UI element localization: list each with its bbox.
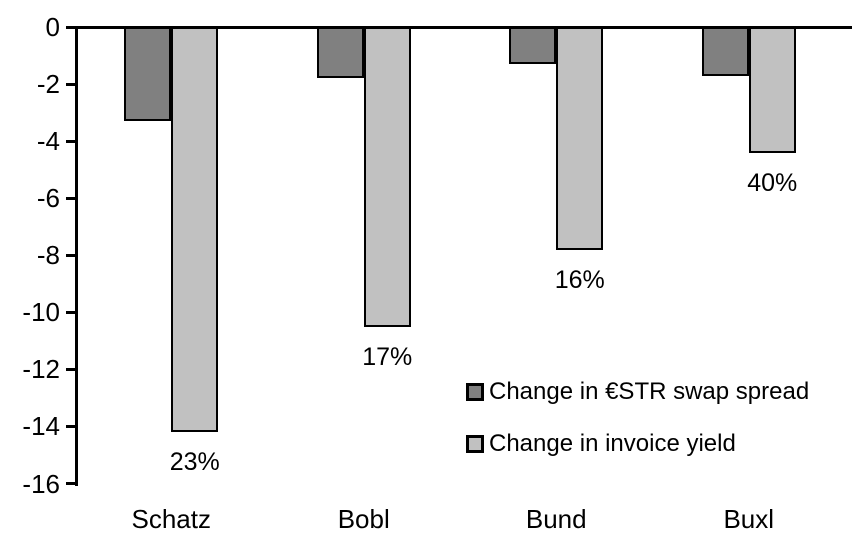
legend-swatch-swap-spread <box>466 383 484 401</box>
y-tick <box>66 482 75 485</box>
bar-buxl-swap-spread <box>701 27 749 76</box>
y-tick-label: -8 <box>36 240 60 271</box>
bar-bund-swap-spread <box>509 27 557 64</box>
x-category-label-bobl: Bobl <box>337 504 390 534</box>
y-tick <box>66 253 75 257</box>
y-tick-label: 0 <box>45 12 60 42</box>
bar-bobl-swap-spread <box>316 27 364 78</box>
bar-schatz-swap-spread <box>124 27 172 121</box>
y-tick-label: -16 <box>22 468 60 499</box>
bar-bobl-invoice-yield <box>363 27 411 327</box>
y-tick <box>66 196 75 200</box>
y-tick-label: -2 <box>36 69 60 100</box>
legend-label-swap-spread: Change in €STR swap spread <box>489 378 810 405</box>
bar-percentage-label: 16% <box>554 265 605 294</box>
bar-bund-invoice-yield <box>556 27 604 250</box>
bar-percentage-label: 17% <box>362 342 413 371</box>
y-axis-line <box>75 26 78 486</box>
x-category-label-buxl: Buxl <box>723 504 775 534</box>
y-tick-label: -14 <box>22 411 60 442</box>
y-tick <box>66 25 75 29</box>
y-tick <box>66 424 75 428</box>
y-tick-label: -12 <box>22 354 60 385</box>
y-tick-label: -6 <box>36 183 60 214</box>
y-tick <box>66 82 75 86</box>
bar-percentage-label: 40% <box>747 168 798 197</box>
legend-swatch-invoice-yield <box>466 435 484 453</box>
y-tick <box>66 139 75 143</box>
bar-percentage-label: 23% <box>169 448 220 477</box>
x-axis-zero-line <box>75 26 852 29</box>
bar-buxl-invoice-yield <box>748 27 796 153</box>
y-tick <box>66 310 75 314</box>
legend-item-swap-spread: Change in €STR swap spread <box>466 378 809 406</box>
legend-label-invoice-yield: Change in invoice yield <box>489 430 736 457</box>
x-category-label-bund: Bund <box>525 504 587 534</box>
y-tick <box>66 367 75 371</box>
bar-schatz-invoice-yield <box>171 27 219 432</box>
legend-item-invoice-yield: Change in invoice yield <box>466 430 736 458</box>
x-category-label-schatz: Schatz <box>131 504 212 534</box>
y-tick-label: -4 <box>36 126 60 157</box>
y-tick-label: -10 <box>22 297 60 328</box>
